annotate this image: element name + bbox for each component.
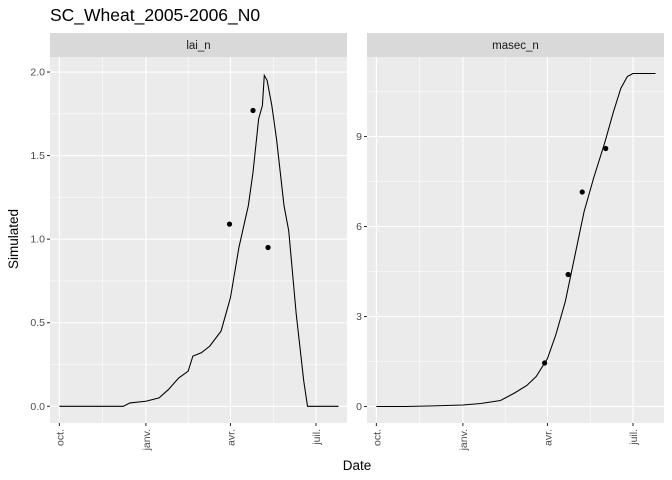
marks-masec-n <box>376 72 656 408</box>
y-tick-label-masec-n-2: 6 <box>356 221 362 233</box>
x-tick-label-lai-n-1: janv. <box>141 429 153 451</box>
simulated-line-lai-n <box>59 73 339 407</box>
simulated-line-masec-n <box>376 72 656 408</box>
y-tick-label-lai-n-2: 1.0 <box>30 234 45 246</box>
y-tick-label-lai-n-1: 0.5 <box>30 317 45 329</box>
x-tick-label-lai-n-3: juil. <box>311 429 323 446</box>
strip-masec-n <box>367 33 664 57</box>
y-tick-label-masec-n-0: 0 <box>356 401 362 413</box>
observed-point-masec-n-2 <box>579 189 585 195</box>
y-axis-title: Simulated <box>6 209 21 269</box>
x-tick-label-lai-n-2: avr. <box>225 429 237 446</box>
x-tick-label-masec-n-3: juil. <box>628 429 640 446</box>
y-tick-label-masec-n-3: 9 <box>356 131 362 143</box>
plot-area-masec-n <box>367 57 664 423</box>
marks-lai-n <box>59 73 339 407</box>
panel-lai-n: lai_n 0.0 0.5 1.0 1.5 2.0 oct. janv. avr. juil. <box>30 33 347 451</box>
y-tick-label-lai-n-0: 0.0 <box>30 401 45 413</box>
strip-lai-n <box>50 33 347 57</box>
x-tick-label-masec-n-1: janv. <box>458 429 470 451</box>
observed-point-lai-n-2 <box>265 244 271 251</box>
y-tick-label-lai-n-3: 1.5 <box>30 150 45 162</box>
strip-label-lai-n: lai_n <box>186 40 210 52</box>
strip-label-masec-n: masec_n <box>492 40 539 52</box>
x-tick-label-masec-n-0: oct. <box>371 429 383 446</box>
observed-point-masec-n-0 <box>542 360 548 366</box>
x-axis-title: Date <box>343 458 372 473</box>
gridlines-lai-n <box>50 57 347 423</box>
x-tick-label-masec-n-2: avr. <box>542 429 554 446</box>
axes-masec-n: 0 3 6 9 oct. janv. avr. juil. <box>356 131 640 451</box>
y-tick-label-masec-n-1: 3 <box>356 311 362 323</box>
plot-area-lai-n <box>50 57 347 423</box>
axes-lai-n: 0.0 0.5 1.0 1.5 2.0 oct. janv. avr. juil. <box>30 67 323 452</box>
observed-point-masec-n-1 <box>565 271 571 278</box>
observed-point-masec-n-3 <box>603 145 609 152</box>
chart-title: SC_Wheat_2005-2006_N0 <box>50 5 260 26</box>
x-tick-label-lai-n-0: oct. <box>54 429 66 446</box>
gridlines-masec-n <box>367 57 664 423</box>
observed-point-lai-n-1 <box>250 107 256 114</box>
y-tick-label-lai-n-4: 2.0 <box>30 67 45 79</box>
observed-point-lai-n-0 <box>226 221 233 227</box>
panel-masec-n: masec_n 0 3 6 9 oct. janv. avr. juil. <box>356 33 664 451</box>
